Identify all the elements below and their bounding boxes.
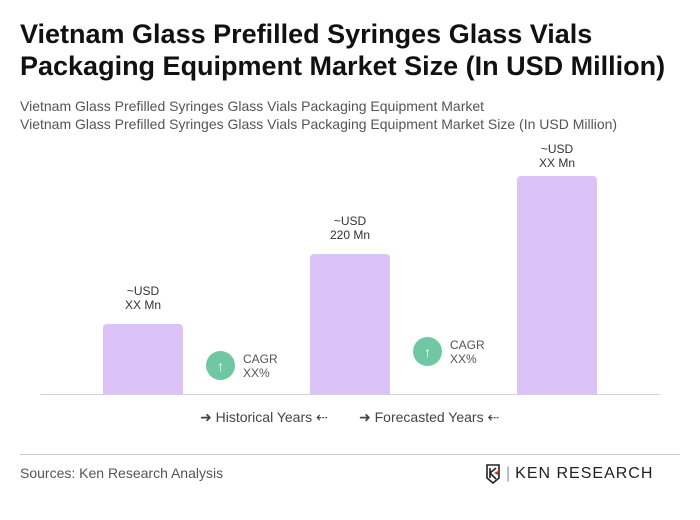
subtitle-2: Vietnam Glass Prefilled Syringes Glass V…: [20, 116, 618, 132]
bar-label-2: ~USD 220 Mn: [329, 214, 371, 242]
subtitle: Vietnam Glass Prefilled Syringes Glass V…: [20, 98, 485, 114]
legend-historical: ➜ Historical Years ⇠: [200, 409, 328, 425]
ken-research-logo: | KEN RESEARCH: [486, 464, 653, 484]
arrow-up-icon: ↑: [413, 337, 442, 366]
logo-mark-icon: [486, 464, 500, 484]
cagr-badge-1: ↑ CAGR XX%: [206, 351, 278, 380]
bar-label-1: ~USD XX Mn: [124, 284, 161, 312]
source-note: Sources: Ken Research Analysis: [20, 465, 224, 481]
bar-2: [310, 254, 390, 394]
bar-1: [103, 324, 183, 394]
bar-label-3: ~USD XX Mn: [538, 142, 575, 170]
arrow-up-icon: ↑: [206, 351, 235, 380]
x-axis: [40, 394, 660, 395]
cagr-badge-2: ↑ CAGR XX%: [413, 337, 485, 366]
bar-3: [517, 176, 597, 394]
chart-title: Vietnam Glass Prefilled Syringes Glass V…: [20, 19, 666, 81]
legend-forecasted: ➜ Forecasted Years ⇠: [359, 409, 500, 425]
divider: [20, 454, 680, 455]
